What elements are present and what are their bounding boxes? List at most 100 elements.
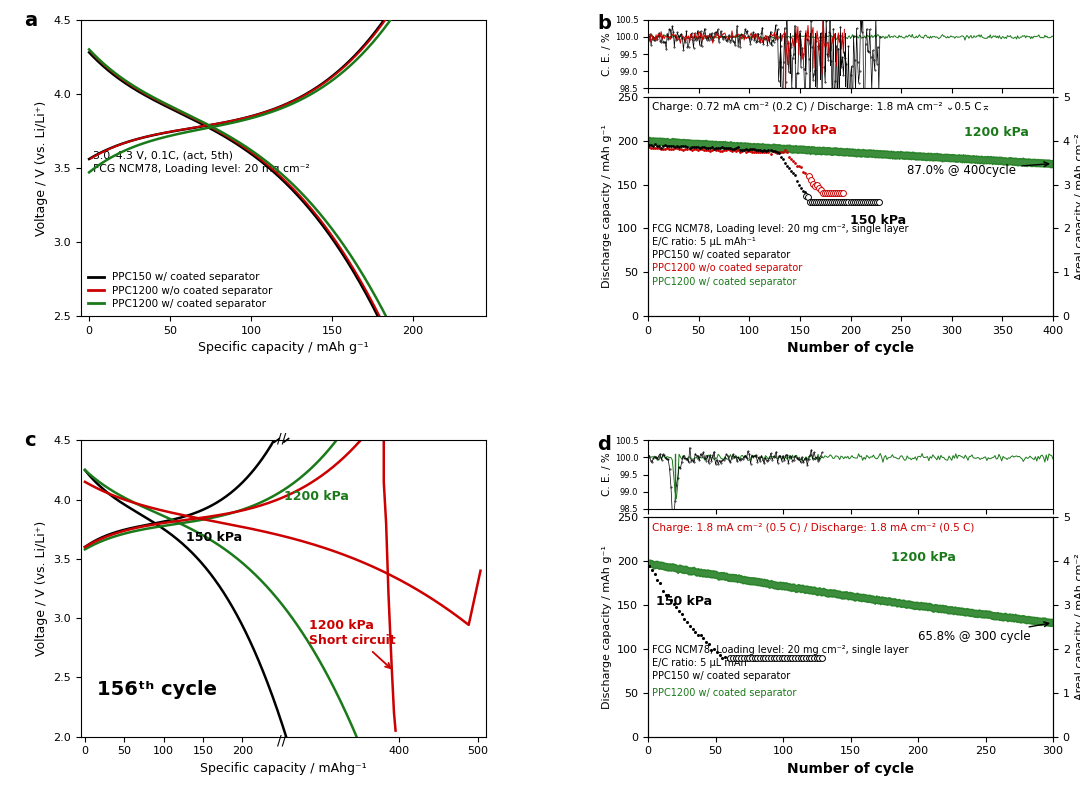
Point: [738, 651, 755, 664]
Text: b: b: [597, 14, 611, 33]
Point: [808, 196, 825, 208]
Point: [777, 143, 794, 156]
Point: [701, 142, 718, 154]
Point: [804, 196, 821, 208]
Point: [831, 187, 848, 200]
Point: [840, 196, 858, 208]
Y-axis label: Areal capacity / mAh cm⁻²: Areal capacity / mAh cm⁻²: [1076, 133, 1080, 280]
Point: [800, 196, 818, 208]
Point: [731, 146, 748, 158]
Point: [685, 141, 702, 154]
Point: [858, 196, 875, 208]
Point: [786, 651, 804, 664]
Point: [802, 173, 820, 186]
Point: [809, 179, 826, 192]
Point: [786, 156, 804, 169]
Point: [697, 143, 714, 156]
Point: [721, 142, 739, 154]
Point: [727, 651, 744, 664]
Point: [861, 196, 878, 208]
Point: [805, 178, 822, 191]
Point: [798, 191, 815, 204]
Point: [872, 196, 889, 208]
Point: [696, 143, 713, 156]
Point: [825, 187, 842, 200]
Point: [818, 196, 835, 208]
Point: [680, 142, 698, 154]
Point: [816, 196, 834, 208]
Point: [652, 142, 670, 154]
Point: [748, 651, 766, 664]
Point: [708, 645, 726, 658]
Point: [716, 651, 733, 664]
Point: [659, 141, 676, 154]
Text: 1200 kPa: 1200 kPa: [891, 551, 956, 564]
Point: [742, 145, 759, 158]
Point: [640, 139, 658, 151]
Point: [729, 141, 746, 154]
Point: [850, 196, 867, 208]
Y-axis label: Voltage / V (vs. Li/Li⁺): Voltage / V (vs. Li/Li⁺): [35, 101, 48, 235]
Text: PPC1200 w/ coated separator: PPC1200 w/ coated separator: [652, 688, 796, 699]
Point: [846, 196, 863, 208]
Point: [740, 143, 757, 156]
Point: [819, 187, 836, 200]
Point: [863, 196, 880, 208]
Point: [705, 643, 723, 656]
Point: [778, 160, 795, 173]
Point: [832, 196, 849, 208]
Y-axis label: C. E. / %: C. E. / %: [602, 32, 612, 76]
Text: 1200 kPa: 1200 kPa: [964, 127, 1029, 139]
Point: [774, 146, 792, 158]
Point: [712, 142, 729, 154]
Point: [712, 145, 729, 158]
Point: [750, 146, 767, 158]
Point: [730, 651, 747, 664]
Y-axis label: C. E. / %: C. E. / %: [602, 453, 612, 497]
Point: [826, 196, 843, 208]
Point: [689, 141, 706, 154]
Point: [865, 196, 882, 208]
Text: 1200 kPa: 1200 kPa: [772, 124, 837, 137]
Point: [715, 143, 732, 156]
Point: [677, 143, 694, 155]
Point: [689, 144, 706, 157]
Point: [800, 651, 818, 664]
Point: [733, 143, 751, 156]
Point: [770, 146, 787, 158]
Point: [651, 577, 669, 589]
Point: [699, 142, 716, 154]
Point: [826, 187, 843, 200]
Point: [828, 196, 846, 208]
Point: [721, 144, 739, 157]
Point: [812, 196, 829, 208]
Point: [765, 651, 782, 664]
Point: [654, 585, 672, 598]
Text: a: a: [24, 11, 38, 30]
Point: [657, 139, 674, 151]
Point: [747, 145, 765, 158]
Point: [781, 651, 798, 664]
Point: [775, 651, 793, 664]
Point: [848, 196, 865, 208]
Point: [733, 144, 751, 157]
Point: [779, 651, 796, 664]
Point: [782, 165, 799, 177]
Point: [710, 143, 727, 156]
Point: [849, 196, 866, 208]
Point: [679, 143, 697, 155]
Point: [691, 142, 708, 154]
Point: [756, 145, 773, 158]
Text: 156ᵗʰ cycle: 156ᵗʰ cycle: [97, 680, 217, 699]
Point: [772, 150, 789, 163]
Point: [780, 162, 797, 174]
Point: [659, 140, 676, 153]
Point: [764, 145, 781, 158]
Point: [802, 651, 820, 664]
Point: [810, 182, 827, 195]
Y-axis label: Areal capacity / mAh cm⁻²: Areal capacity / mAh cm⁻²: [1076, 554, 1080, 700]
Point: [793, 161, 810, 173]
Point: [697, 142, 714, 154]
Point: [647, 138, 664, 150]
Point: [683, 141, 700, 154]
